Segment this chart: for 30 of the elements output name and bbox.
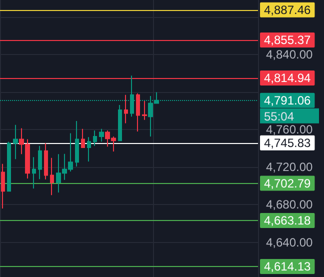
candlestick: [75, 120, 79, 167]
ref-line-label: 4,663.18: [264, 213, 312, 228]
y-tick-label: 4,640.00: [266, 235, 314, 250]
y-tick-label: 4,680.00: [266, 198, 314, 212]
candlestick: [1, 163, 5, 209]
ref-line-label: 4,791.06: [264, 93, 312, 108]
candlestick: [142, 100, 147, 120]
candlestick: [99, 128, 104, 142]
candlestick: [124, 94, 128, 124]
ref-line-label: 4,614.13: [264, 260, 312, 274]
candlestick: [44, 142, 48, 180]
candlestick: [32, 156, 36, 189]
ref-line-label: 4,887.46: [264, 2, 312, 17]
candlestick: [50, 157, 54, 196]
candlestick: [81, 128, 85, 148]
y-tick-label: 4,840.00: [266, 47, 314, 62]
candlestick: [38, 145, 42, 180]
y-tick-label: 4,760.00: [266, 122, 314, 137]
candlestick: [93, 130, 97, 146]
ref-line-label: 4,745.83: [264, 136, 312, 150]
candlestick: [87, 136, 91, 162]
ref-line-label: 4,702.79: [264, 176, 312, 190]
candlestick: [13, 124, 18, 160]
y-tick-label: 4,720.00: [266, 160, 314, 174]
text: 55:04: [264, 109, 294, 124]
candlestick: [136, 92, 140, 132]
ref-line-label: 4,855.37: [264, 33, 312, 48]
candlestick: [7, 141, 11, 192]
candlestick: [118, 104, 122, 142]
ref-line-label: 4,814.94: [264, 70, 312, 85]
